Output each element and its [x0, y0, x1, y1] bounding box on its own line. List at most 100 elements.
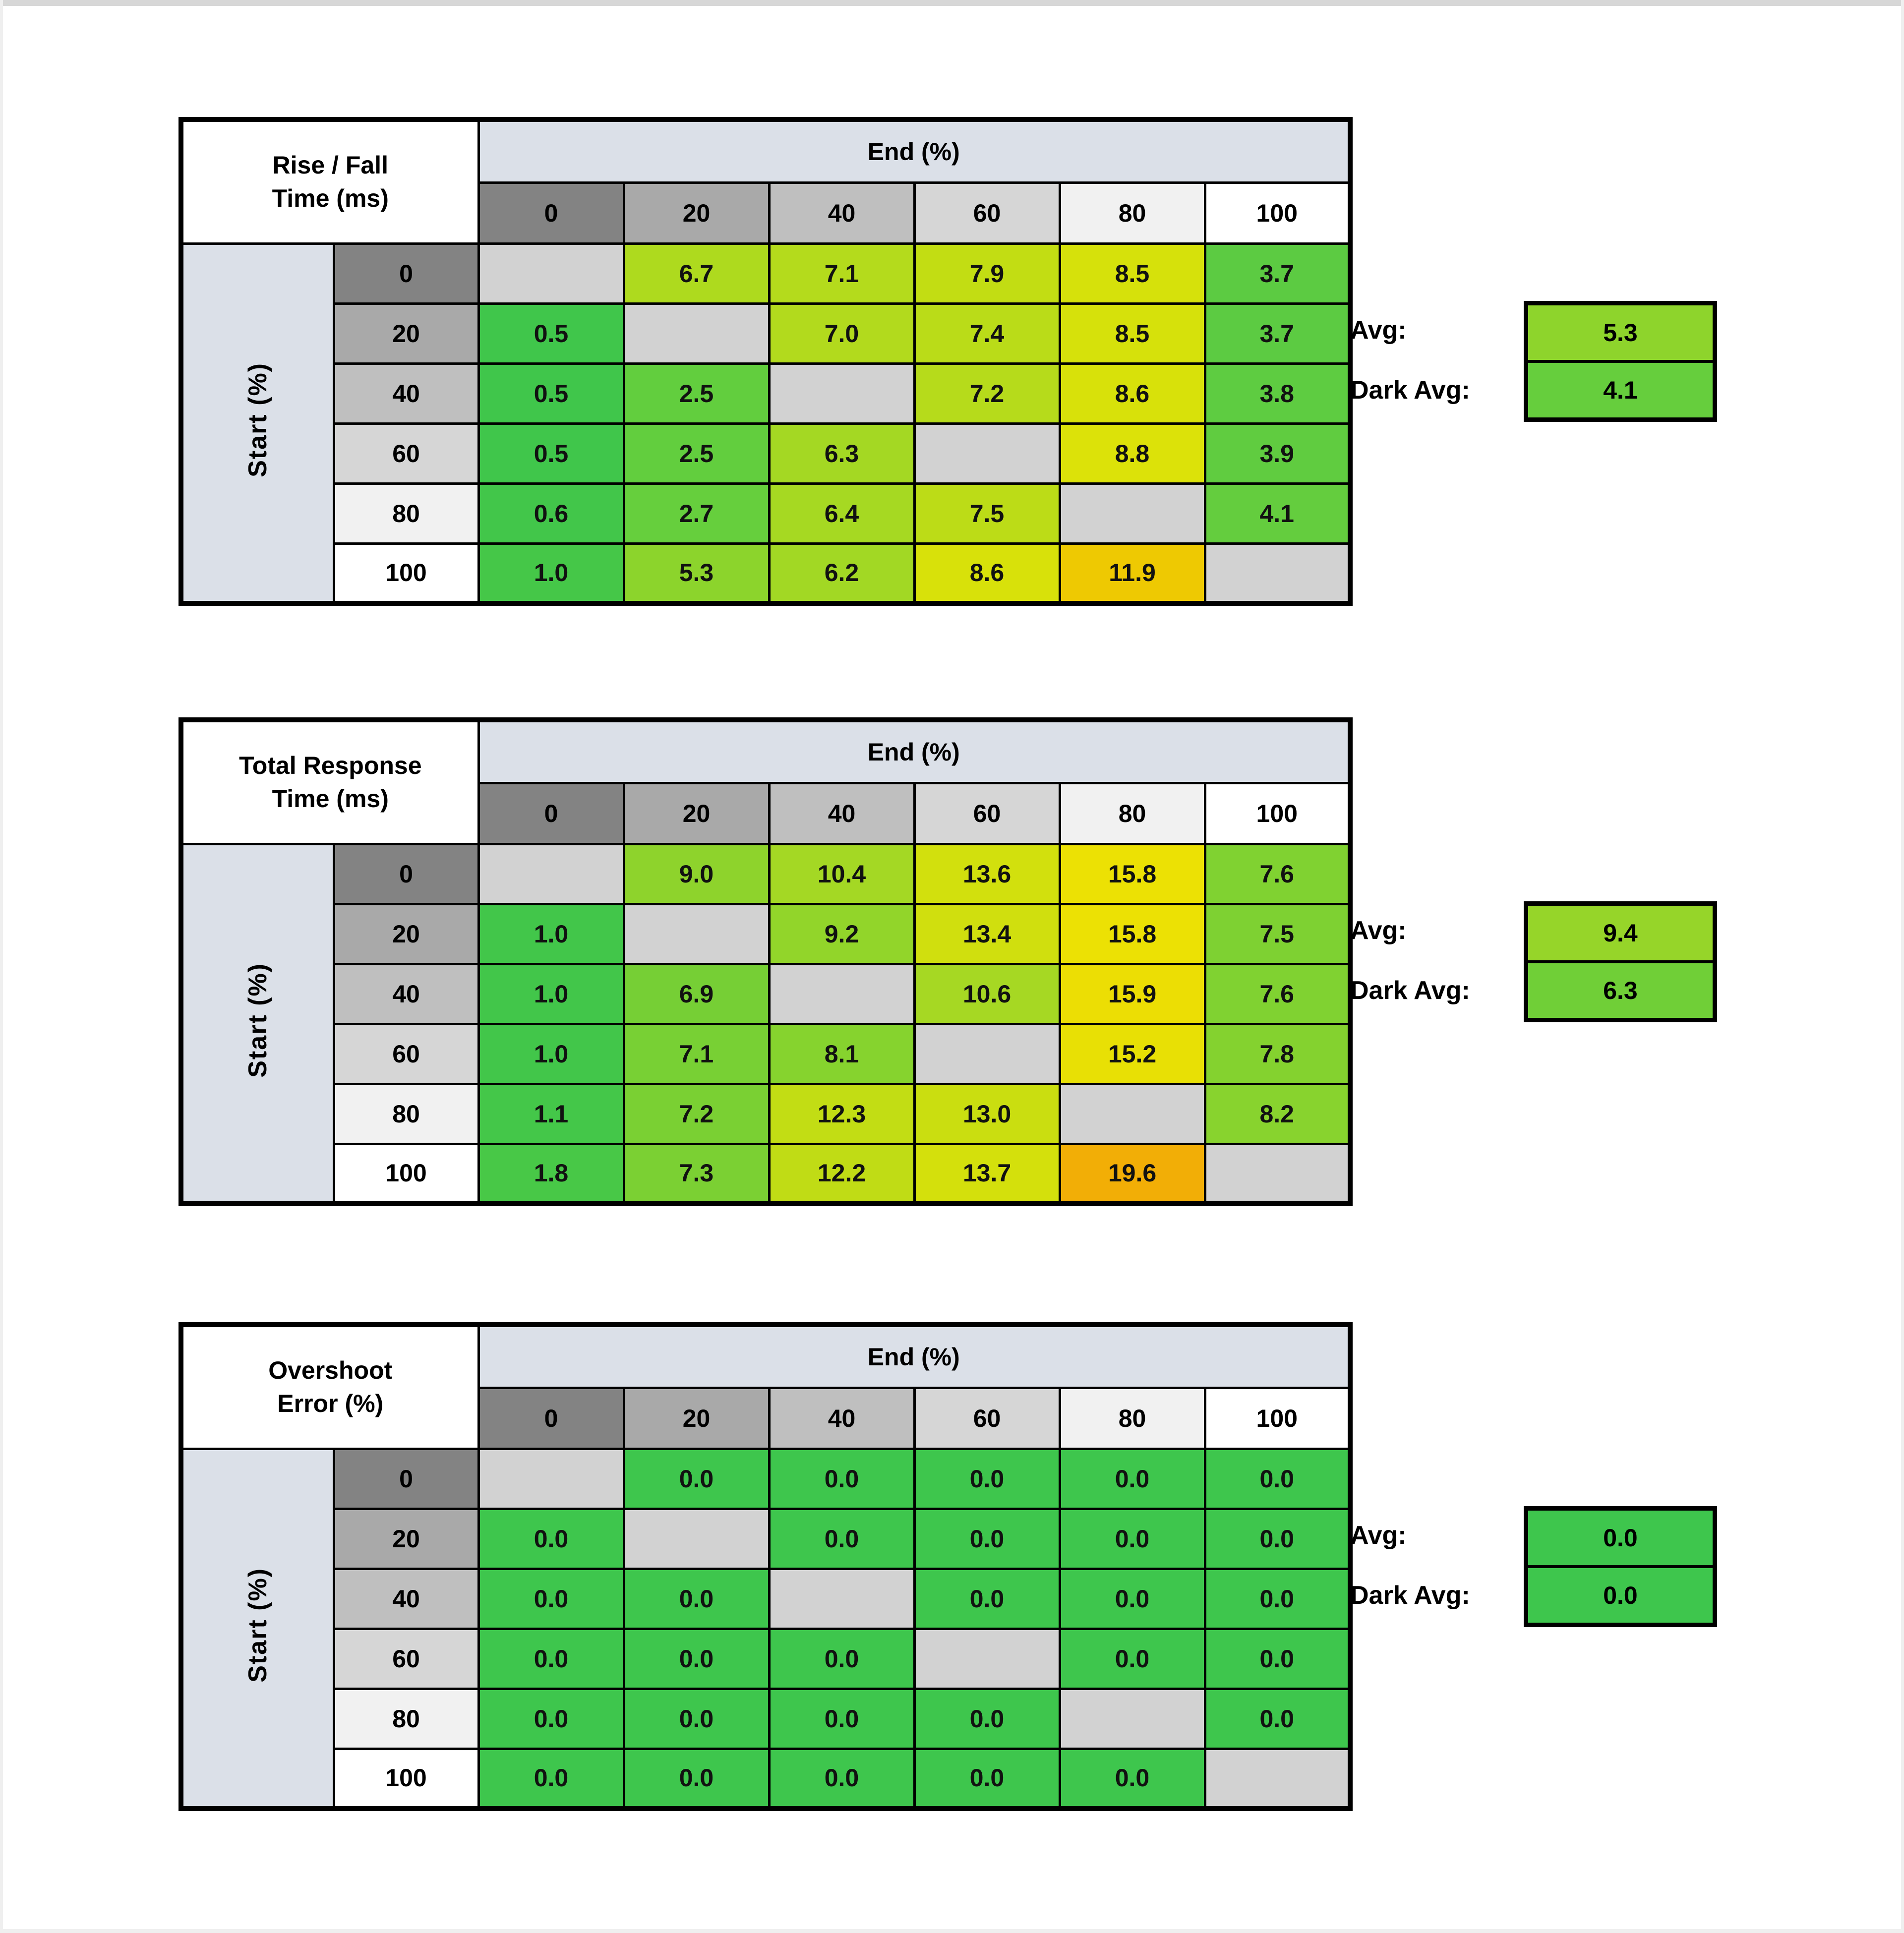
heatmap-cell: 8.1: [768, 1022, 916, 1085]
diagonal-cell: [477, 1447, 625, 1510]
table-title: Total Response Time (ms): [179, 718, 480, 845]
heatmap-cell: 0.0: [1203, 1687, 1352, 1750]
heatmap-cell: 15.2: [1058, 1022, 1206, 1085]
heatmap-cell: 8.8: [1058, 422, 1206, 485]
heatmap-cell: 6.2: [768, 542, 916, 605]
start-axis-label: Start (%): [243, 362, 273, 477]
heatmap-cell: 6.3: [768, 422, 916, 485]
heatmap-cell: 1.0: [477, 542, 625, 605]
row-header-20: 20: [332, 902, 480, 965]
heatmap-cell: 1.0: [477, 1022, 625, 1085]
row-header-80: 80: [332, 1687, 480, 1750]
table-title: Overshoot Error (%): [179, 1323, 480, 1450]
heatmap-cell: 1.1: [477, 1082, 625, 1145]
heatmap-cell: 0.0: [622, 1447, 771, 1510]
heatmap-cell: 0.0: [768, 1627, 916, 1690]
diagonal-cell: [1058, 482, 1206, 545]
rise-fall-time-section: Rise / Fall Time (ms) End (%) 0 20 40 60 80 100 S…: [178, 117, 1904, 613]
heatmap-cell: 9.2: [768, 902, 916, 965]
end-axis-header: End (%): [477, 1323, 1352, 1389]
heatmap-cell: 0.0: [1058, 1747, 1206, 1810]
heatmap-cell: 0.0: [1058, 1447, 1206, 1510]
col-header-80: 80: [1058, 181, 1206, 245]
heatmap-cell: 0.0: [1203, 1507, 1352, 1570]
heatmap-cell: 7.9: [913, 242, 1061, 305]
heatmap-cell: 11.9: [1058, 542, 1206, 605]
heatmap-cell: 7.0: [768, 302, 916, 365]
heatmap-cell: 0.5: [477, 302, 625, 365]
start-axis-header: Start (%): [179, 242, 335, 605]
row-header-20: 20: [332, 1507, 480, 1570]
heatmap-cell: 6.9: [622, 962, 771, 1025]
heatmap-cell: 6.4: [768, 482, 916, 545]
col-header-20: 20: [622, 181, 771, 245]
window-left-edge: [0, 0, 3, 1933]
heatmap-cell: 2.5: [622, 362, 771, 425]
heatmap-cell: 0.0: [768, 1747, 916, 1810]
heatmap-cell: 3.9: [1203, 422, 1352, 485]
heatmap-cell: 0.0: [477, 1507, 625, 1570]
row-header-40: 40: [332, 1567, 480, 1630]
heatmap-cell: 0.0: [477, 1567, 625, 1630]
diagonal-cell: [622, 302, 771, 365]
diagonal-cell: [622, 902, 771, 965]
heatmap-cell: 9.0: [622, 842, 771, 905]
heatmap-cell: 6.7: [622, 242, 771, 305]
heatmap-cell: 10.4: [768, 842, 916, 905]
table-title-line1: Overshoot: [268, 1356, 393, 1384]
heatmap-cell: 0.0: [913, 1687, 1061, 1750]
heatmap-cell: 13.4: [913, 902, 1061, 965]
col-header-60: 60: [913, 181, 1061, 245]
diagonal-cell: [1058, 1082, 1206, 1145]
heatmap-cell: 0.0: [913, 1507, 1061, 1570]
heatmap-cell: 12.2: [768, 1142, 916, 1205]
row-header-40: 40: [332, 962, 480, 1025]
row-header-100: 100: [332, 542, 480, 605]
avg-label-text: Avg:: [1350, 315, 1407, 345]
heatmap-cell: 8.2: [1203, 1082, 1352, 1145]
col-header-0: 0: [477, 781, 625, 845]
row-header-80: 80: [332, 1082, 480, 1145]
table-title-line1: Total Response: [238, 751, 422, 779]
avg-label-text: Avg:: [1350, 1521, 1407, 1550]
heatmap-cell: 0.0: [768, 1687, 916, 1750]
heatmap-cell: 0.0: [768, 1507, 916, 1570]
col-header-100: 100: [1203, 181, 1352, 245]
heatmap-cell: 8.5: [1058, 242, 1206, 305]
heatmap-cell: 7.6: [1203, 962, 1352, 1025]
heatmap-cell: 0.0: [1058, 1507, 1206, 1570]
col-header-60: 60: [913, 781, 1061, 845]
table-title-line1: Rise / Fall: [272, 151, 388, 179]
start-axis-header: Start (%): [179, 1447, 335, 1810]
heatmap-cell: 0.6: [477, 482, 625, 545]
heatmap-cell: 8.5: [1058, 302, 1206, 365]
heatmap-cell: 7.1: [622, 1022, 771, 1085]
diagonal-cell: [768, 962, 916, 1025]
diagonal-cell: [913, 422, 1061, 485]
avg-boxes: 9.4 6.3: [1524, 901, 1717, 1022]
heatmap-cell: 13.6: [913, 842, 1061, 905]
window-bottom-edge: [0, 1929, 1904, 1933]
table-title-line2: Time (ms): [272, 184, 389, 213]
heatmap-cell: 3.7: [1203, 242, 1352, 305]
avg-value-box: 5.3: [1528, 305, 1713, 360]
diagonal-cell: [913, 1022, 1061, 1085]
overshoot-error-section: Overshoot Error (%) End (%) 0 20 40 60 80 100 Sta…: [178, 1322, 1904, 1818]
dark-avg-label-text: Dark Avg:: [1350, 375, 1470, 405]
col-header-0: 0: [477, 1386, 625, 1450]
row-header-100: 100: [332, 1142, 480, 1205]
row-header-60: 60: [332, 422, 480, 485]
row-header-80: 80: [332, 482, 480, 545]
col-header-40: 40: [768, 1386, 916, 1450]
avg-label: Avg:: [1350, 301, 1529, 359]
diagonal-cell: [622, 1507, 771, 1570]
heatmap-cell: 0.0: [477, 1627, 625, 1690]
heatmap-cell: 1.0: [477, 962, 625, 1025]
heatmap-cell: 4.1: [1203, 482, 1352, 545]
rise-fall-time-heatmap: Rise / Fall Time (ms) End (%) 0 20 40 60 80 100 S…: [178, 117, 1353, 606]
diagonal-cell: [1203, 1142, 1352, 1205]
dark-avg-label-text: Dark Avg:: [1350, 1581, 1470, 1610]
avg-label: Avg:: [1350, 901, 1529, 959]
col-header-80: 80: [1058, 1386, 1206, 1450]
